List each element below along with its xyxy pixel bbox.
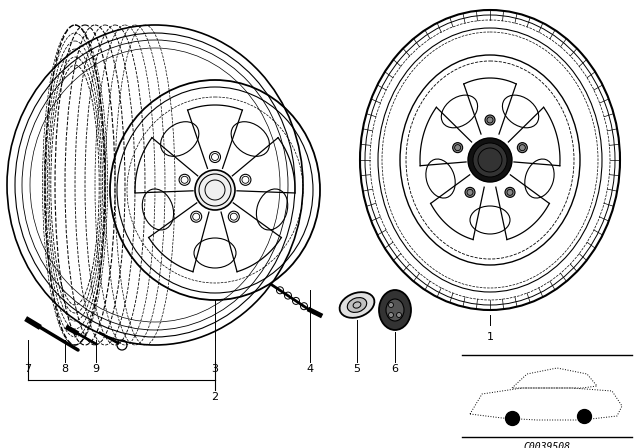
Text: 5: 5: [353, 364, 360, 374]
Text: 9: 9: [92, 364, 100, 374]
Circle shape: [485, 115, 495, 125]
Ellipse shape: [340, 292, 374, 318]
Text: 1: 1: [486, 332, 493, 342]
Circle shape: [473, 143, 507, 177]
Ellipse shape: [386, 299, 404, 321]
Circle shape: [388, 302, 394, 307]
Text: 8: 8: [61, 364, 68, 374]
Text: 2: 2: [211, 392, 219, 402]
Ellipse shape: [348, 297, 367, 312]
Circle shape: [505, 187, 515, 198]
Circle shape: [468, 138, 512, 182]
Circle shape: [465, 187, 475, 198]
Circle shape: [452, 142, 463, 153]
Text: 3: 3: [211, 364, 218, 374]
Circle shape: [517, 142, 527, 153]
Text: 7: 7: [24, 364, 31, 374]
Circle shape: [397, 313, 401, 318]
Text: 4: 4: [307, 364, 314, 374]
Text: C0039508: C0039508: [524, 442, 570, 448]
Ellipse shape: [379, 290, 411, 330]
Circle shape: [195, 170, 235, 210]
Circle shape: [388, 313, 394, 318]
Text: 6: 6: [392, 364, 399, 374]
